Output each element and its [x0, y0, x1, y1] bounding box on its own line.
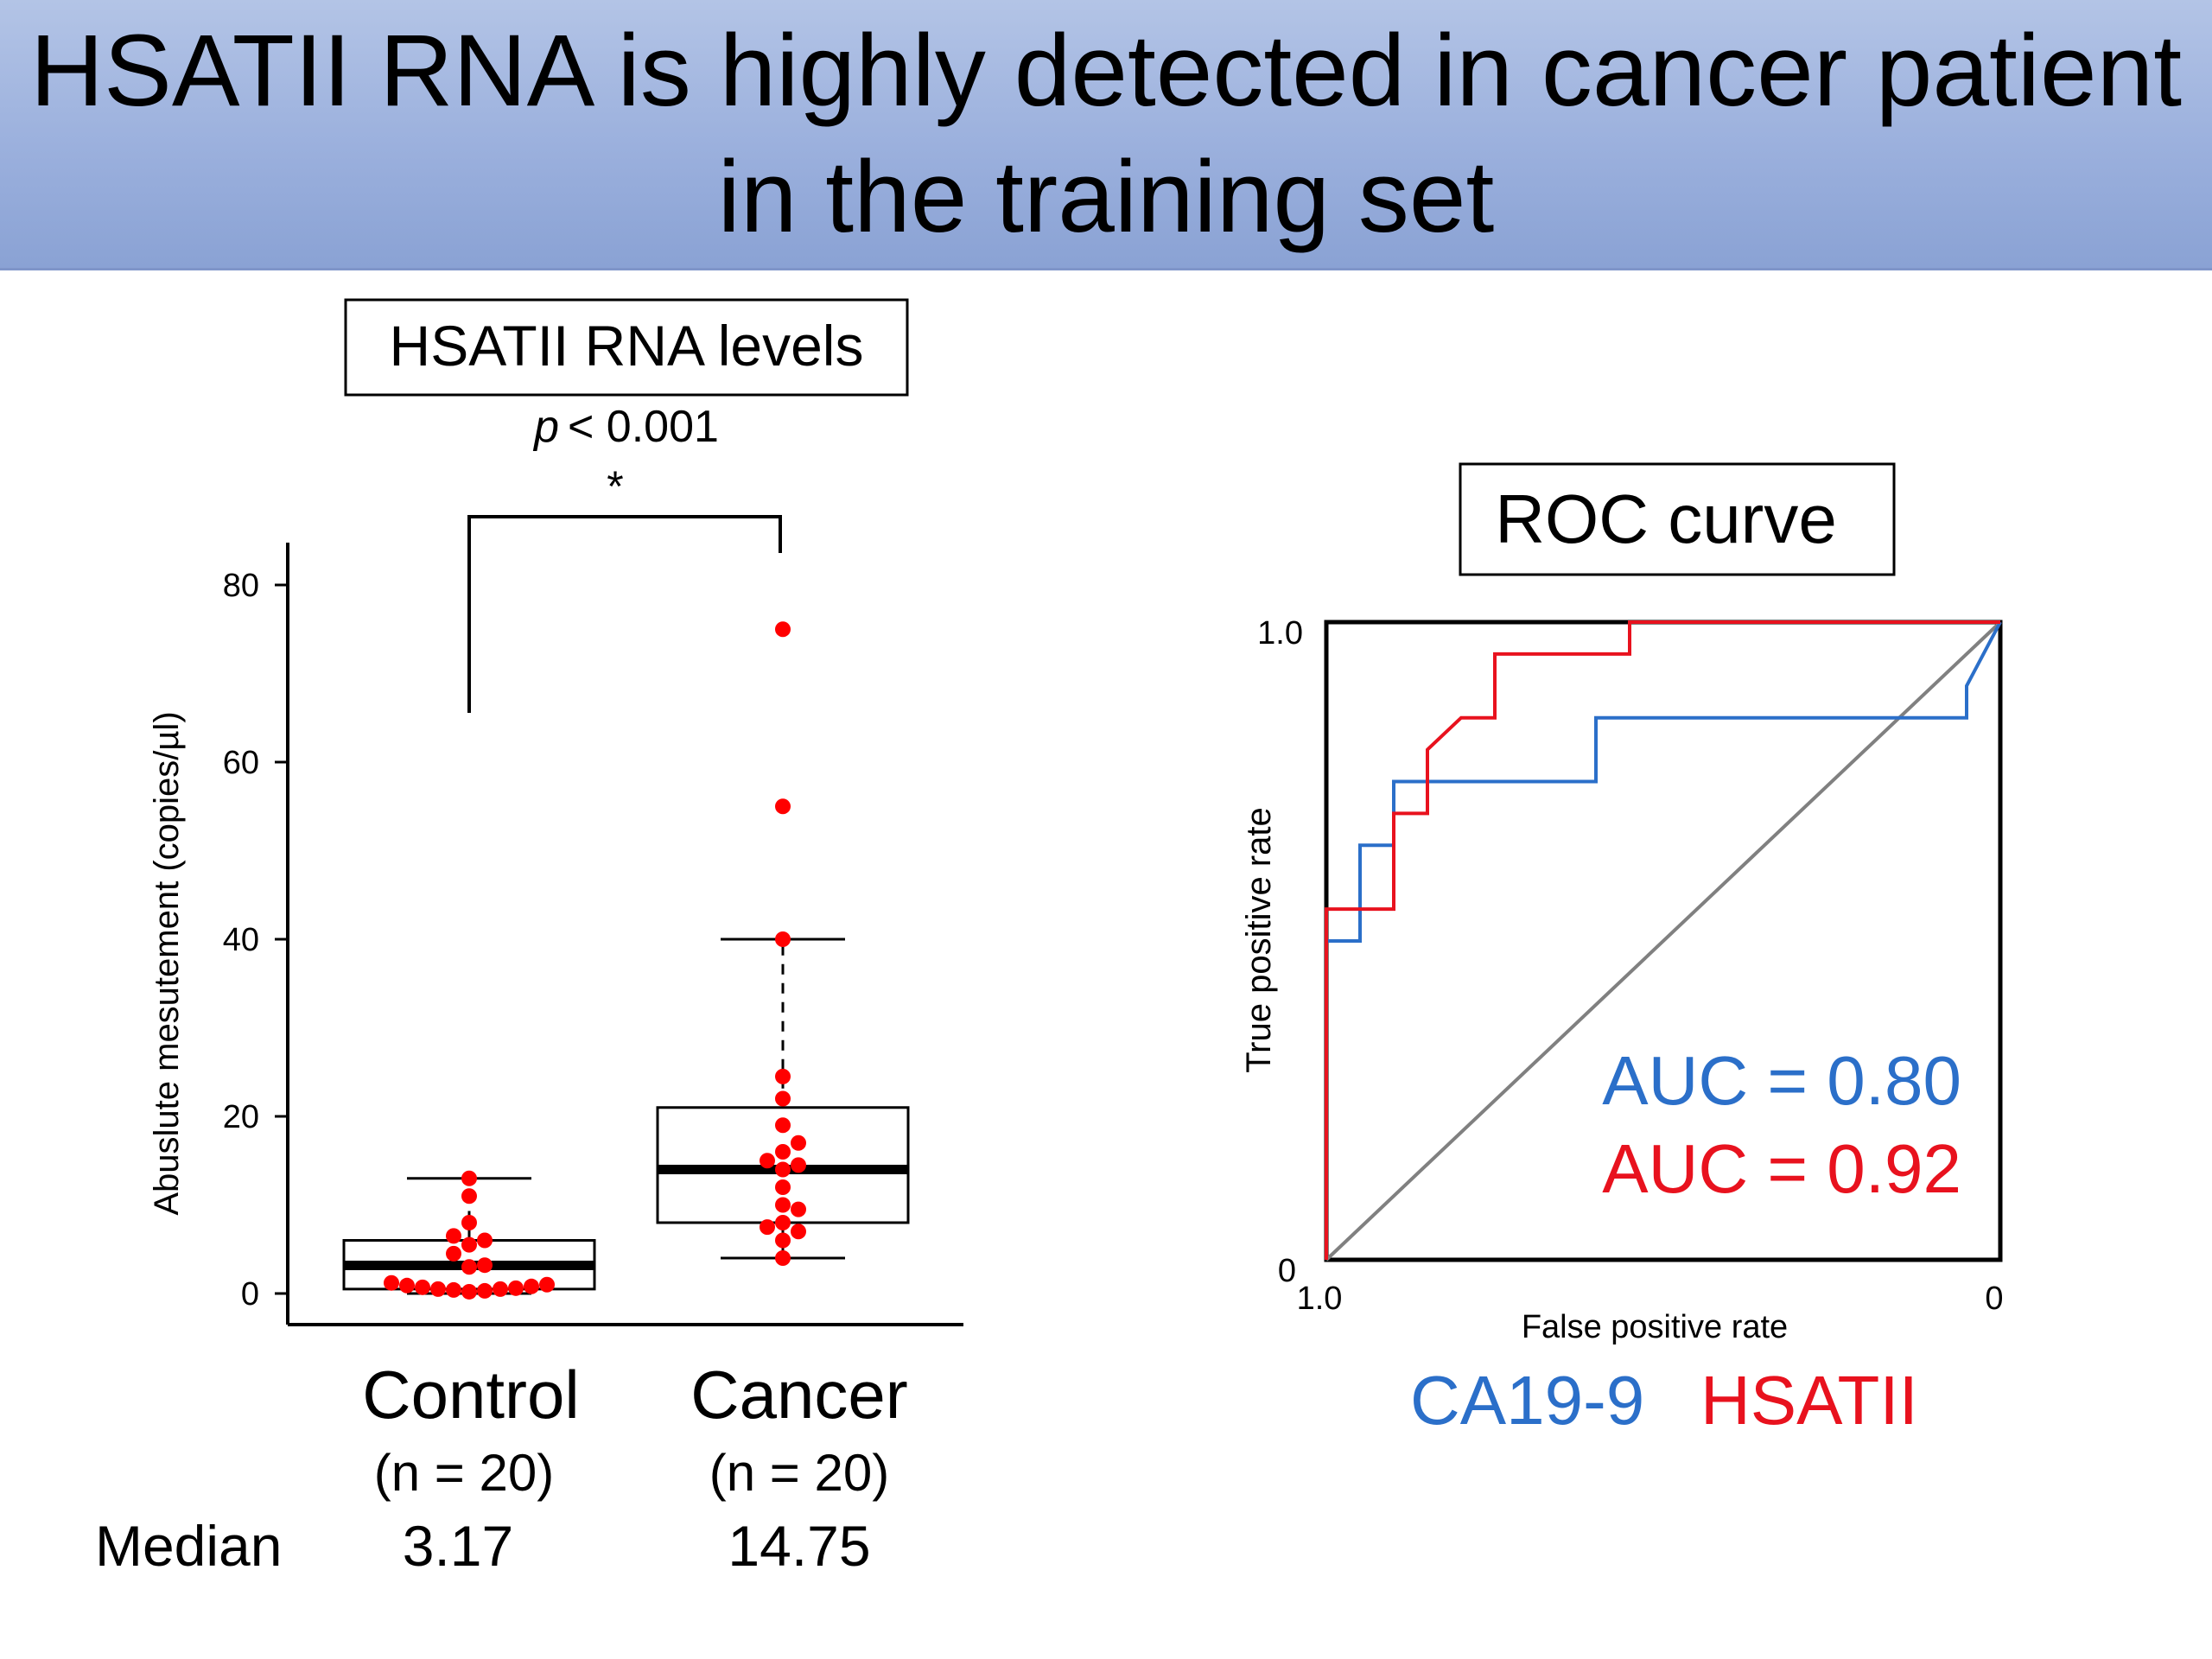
data-point-control	[461, 1215, 477, 1230]
roc-line-reference	[1325, 620, 2002, 1262]
median-value-cancer: 14.75	[728, 1514, 870, 1578]
data-point-control	[508, 1280, 524, 1296]
box-y-tick-label: 40	[223, 922, 259, 958]
roc-x-axis-label: False positive rate	[1522, 1309, 1788, 1345]
data-point-control	[446, 1245, 461, 1262]
data-point-cancer	[775, 798, 791, 815]
data-point-control	[477, 1282, 493, 1299]
data-point-control	[430, 1281, 446, 1297]
data-point-control	[415, 1279, 430, 1295]
data-point-control	[446, 1281, 461, 1298]
median-row-label: Median	[95, 1514, 282, 1578]
data-point-cancer	[775, 1215, 791, 1230]
n-label-control: (n = 20)	[374, 1444, 554, 1502]
significance-marker: *	[607, 462, 623, 511]
data-point-control	[461, 1188, 477, 1205]
roc-chart: ROC curve 1.0 0 1.0 0 False positive rat…	[1240, 462, 2004, 1439]
box-y-axis: 0 20 40 60 80	[223, 543, 963, 1326]
slide-title: HSATII RNA is highly detected in cancer …	[29, 14, 2183, 254]
roc-y-axis-label: True positive rate	[1240, 807, 1278, 1073]
roc-xtick-left: 1.0	[1297, 1281, 1343, 1317]
box-y-tick-label: 80	[223, 568, 259, 604]
data-point-control	[446, 1228, 461, 1244]
data-point-cancer	[791, 1224, 806, 1240]
data-point-cancer	[791, 1157, 806, 1173]
data-point-cancer	[775, 1250, 791, 1266]
data-point-cancer	[775, 1068, 791, 1084]
roc-title-frame	[1459, 462, 1896, 576]
data-point-control	[493, 1281, 508, 1297]
roc-xtick-right: 0	[1985, 1281, 2003, 1317]
data-point-control	[524, 1278, 539, 1294]
data-point-control	[539, 1276, 555, 1293]
auc-label-ca199: AUC = 0.80	[1602, 1042, 1961, 1119]
data-point-cancer	[775, 1117, 791, 1134]
data-point-cancer	[775, 1197, 791, 1213]
p-value-label: p < 0.001	[532, 402, 719, 452]
data-point-cancer	[775, 1179, 791, 1195]
roc-ytick-bottom: 0	[1278, 1253, 1296, 1289]
group-label-cancer: Cancer	[690, 1357, 907, 1433]
box-chart-title-frame	[344, 298, 909, 397]
significance-bracket	[467, 515, 782, 713]
data-point-control	[384, 1274, 399, 1291]
title-banner: HSATII RNA is highly detected in cancer …	[0, 0, 2212, 270]
data-point-cancer	[775, 1090, 791, 1107]
data-point-control	[461, 1170, 477, 1186]
roc-line-hsatii	[1325, 620, 2000, 1260]
data-point-cancer	[775, 931, 791, 947]
data-point-control	[461, 1236, 477, 1253]
data-point-control	[461, 1283, 477, 1300]
legend-hsatii: HSATII	[1700, 1362, 1918, 1439]
legend-ca199: CA19-9	[1410, 1362, 1644, 1439]
data-point-cancer	[791, 1201, 806, 1217]
data-point-control	[461, 1259, 477, 1275]
box-y-tick-label: 60	[223, 745, 259, 781]
data-point-control	[477, 1232, 493, 1249]
group-label-control: Control	[362, 1357, 579, 1433]
n-label-cancer: (n = 20)	[709, 1444, 889, 1502]
data-point-cancer	[775, 1161, 791, 1178]
data-point-cancer	[760, 1153, 775, 1169]
box-y-tick-label: 20	[223, 1099, 259, 1135]
median-value-control: 3.17	[403, 1514, 513, 1578]
p-value-italic: p	[532, 402, 559, 452]
box-y-axis-label: Abuslute mesutement (copies/µl)	[148, 711, 186, 1215]
roc-line-ca19-9	[1325, 621, 2002, 1260]
box-y-tick-label: 0	[241, 1276, 259, 1313]
data-point-cancer	[791, 1135, 806, 1151]
roc-title: ROC curve	[1495, 480, 1837, 557]
box-plot-chart: HSATII RNA levels p < 0.001 * 0 20 40 60 80 A…	[95, 298, 963, 1578]
data-point-cancer	[775, 1144, 791, 1160]
data-point-control	[477, 1257, 493, 1274]
box-chart-title: HSATII RNA levels	[390, 314, 864, 378]
data-point-control	[399, 1277, 415, 1294]
auc-label-hsatii: AUC = 0.92	[1602, 1130, 1961, 1207]
p-value-rest: < 0.001	[568, 402, 719, 452]
data-point-cancer	[775, 621, 791, 638]
data-point-cancer	[760, 1219, 775, 1236]
data-point-cancer	[775, 1232, 791, 1249]
roc-ytick-top: 1.0	[1257, 615, 1303, 652]
